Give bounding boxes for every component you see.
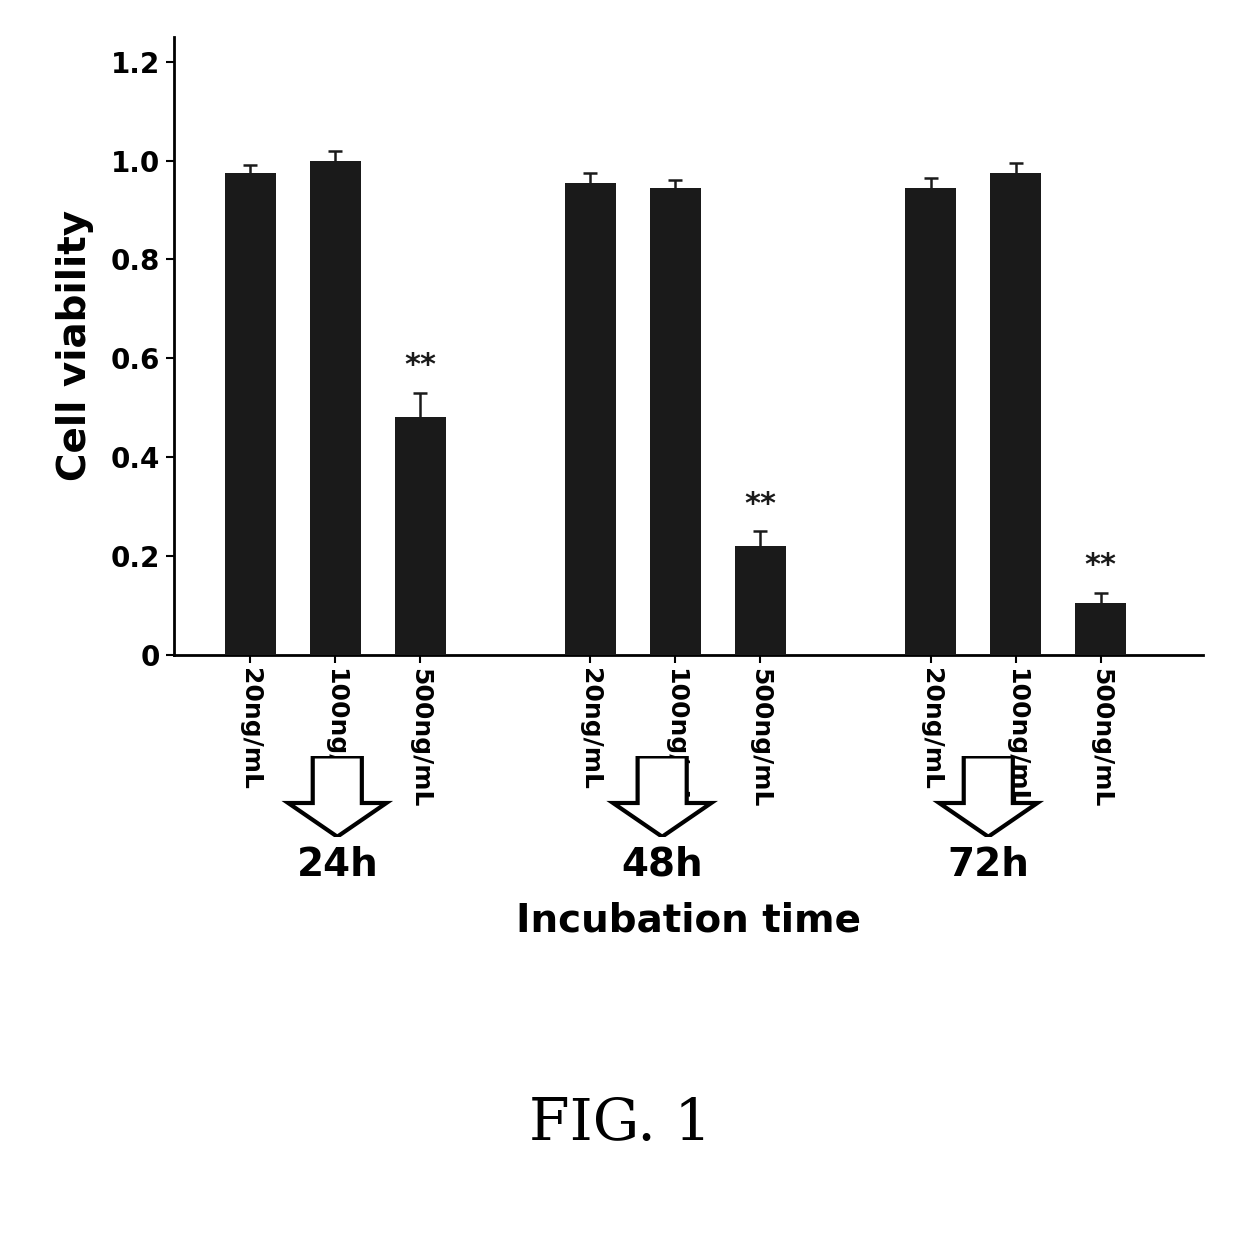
Bar: [735, 546, 786, 655]
Bar: [565, 183, 616, 655]
Text: Incubation time: Incubation time: [516, 902, 861, 939]
Bar: [394, 417, 446, 655]
Y-axis label: Cell viability: Cell viability: [56, 210, 94, 482]
Bar: [650, 188, 701, 655]
Polygon shape: [939, 756, 1038, 837]
Bar: [310, 161, 361, 655]
Text: **: **: [744, 490, 776, 519]
Bar: [224, 173, 275, 655]
Bar: [1075, 603, 1126, 655]
Bar: [991, 173, 1042, 655]
Text: FIG. 1: FIG. 1: [528, 1095, 712, 1152]
Text: **: **: [404, 352, 436, 380]
Text: 24h: 24h: [296, 846, 378, 883]
Text: 48h: 48h: [621, 846, 703, 883]
Polygon shape: [288, 756, 387, 837]
Polygon shape: [613, 756, 712, 837]
Text: **: **: [1085, 552, 1117, 580]
Text: 72h: 72h: [947, 846, 1029, 883]
Bar: [905, 188, 956, 655]
